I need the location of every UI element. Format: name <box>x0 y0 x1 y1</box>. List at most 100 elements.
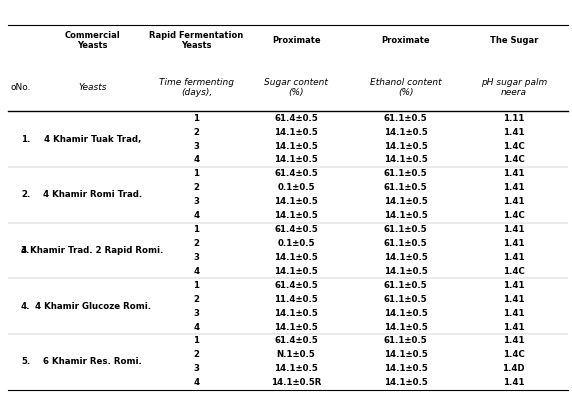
Text: 14.1±0.5: 14.1±0.5 <box>274 253 318 262</box>
Text: 4 Khamir Trad. 2 Rapid Romi.: 4 Khamir Trad. 2 Rapid Romi. <box>22 246 164 255</box>
Text: 1.41: 1.41 <box>503 281 525 290</box>
Text: 1.41: 1.41 <box>503 253 525 262</box>
Text: Rapid Fermentation
Yeasts: Rapid Fermentation Yeasts <box>149 31 244 50</box>
Text: 14.1±0.5: 14.1±0.5 <box>384 128 427 137</box>
Text: 2: 2 <box>193 350 200 359</box>
Text: 1.41: 1.41 <box>503 378 525 387</box>
Text: 1: 1 <box>193 337 200 346</box>
Text: 4: 4 <box>193 211 200 220</box>
Text: 14.1±0.5: 14.1±0.5 <box>384 323 427 331</box>
Text: 4: 4 <box>193 323 200 331</box>
Text: 1.41: 1.41 <box>503 197 525 206</box>
Text: 14.1±0.5R: 14.1±0.5R <box>271 378 321 387</box>
Text: 1.4C: 1.4C <box>503 141 525 150</box>
Text: 1: 1 <box>193 114 200 123</box>
Text: pH sugar palm
neera: pH sugar palm neera <box>480 78 547 98</box>
Text: 14.1±0.5: 14.1±0.5 <box>384 211 427 220</box>
Text: 4 Khamir Glucoze Romi.: 4 Khamir Glucoze Romi. <box>35 302 151 310</box>
Text: 61.1±0.5: 61.1±0.5 <box>384 114 427 123</box>
Text: 1.11: 1.11 <box>503 114 525 123</box>
Text: 3: 3 <box>193 364 200 373</box>
Text: 3: 3 <box>193 141 200 150</box>
Text: 14.1±0.5: 14.1±0.5 <box>274 211 318 220</box>
Text: 2: 2 <box>193 295 200 304</box>
Text: Proximate: Proximate <box>382 36 430 45</box>
Text: 1.4C: 1.4C <box>503 156 525 164</box>
Text: 1.41: 1.41 <box>503 169 525 179</box>
Text: 14.1±0.5: 14.1±0.5 <box>274 308 318 318</box>
Text: 2.: 2. <box>21 190 30 199</box>
Text: 1.4D: 1.4D <box>502 364 525 373</box>
Text: 1.41: 1.41 <box>503 308 525 318</box>
Text: 61.1±0.5: 61.1±0.5 <box>384 183 427 192</box>
Text: 2: 2 <box>193 128 200 137</box>
Text: 3: 3 <box>193 197 200 206</box>
Text: 1.: 1. <box>21 135 30 143</box>
Text: Proximate: Proximate <box>272 36 320 45</box>
Text: 61.4±0.5: 61.4±0.5 <box>274 337 318 346</box>
Text: 4: 4 <box>193 267 200 276</box>
Text: 14.1±0.5: 14.1±0.5 <box>384 267 427 276</box>
Text: 14.1±0.5: 14.1±0.5 <box>274 267 318 276</box>
Text: 14.1±0.5: 14.1±0.5 <box>274 364 318 373</box>
Text: 3: 3 <box>193 308 200 318</box>
Text: 4 Khamir Tuak Trad,: 4 Khamir Tuak Trad, <box>44 135 141 143</box>
Text: 0.1±0.5: 0.1±0.5 <box>277 183 315 192</box>
Text: 61.1±0.5: 61.1±0.5 <box>384 337 427 346</box>
Text: 2: 2 <box>193 183 200 192</box>
Text: Sugar content
(%): Sugar content (%) <box>264 78 328 98</box>
Text: 6 Khamir Res. Romi.: 6 Khamir Res. Romi. <box>43 357 142 366</box>
Text: 14.1±0.5: 14.1±0.5 <box>384 141 427 150</box>
Text: Time fermenting
(days),: Time fermenting (days), <box>159 78 234 98</box>
Text: 1.4C: 1.4C <box>503 211 525 220</box>
Text: 3: 3 <box>193 253 200 262</box>
Text: 61.4±0.5: 61.4±0.5 <box>274 169 318 179</box>
Text: 1.41: 1.41 <box>503 295 525 304</box>
Text: 61.4±0.5: 61.4±0.5 <box>274 281 318 290</box>
Text: 14.1±0.5: 14.1±0.5 <box>274 323 318 331</box>
Text: 14.1±0.5: 14.1±0.5 <box>384 253 427 262</box>
Text: 14.1±0.5: 14.1±0.5 <box>384 364 427 373</box>
Text: 61.1±0.5: 61.1±0.5 <box>384 169 427 179</box>
Text: 1: 1 <box>193 225 200 234</box>
Text: 61.4±0.5: 61.4±0.5 <box>274 114 318 123</box>
Text: 0.1±0.5: 0.1±0.5 <box>277 239 315 248</box>
Text: 14.1±0.5: 14.1±0.5 <box>384 156 427 164</box>
Text: 5.: 5. <box>21 357 30 366</box>
Text: 14.1±0.5: 14.1±0.5 <box>274 141 318 150</box>
Text: 1.4C: 1.4C <box>503 350 525 359</box>
Text: 61.1±0.5: 61.1±0.5 <box>384 225 427 234</box>
Text: 4.: 4. <box>21 302 30 310</box>
Text: 1.41: 1.41 <box>503 323 525 331</box>
Text: 61.1±0.5: 61.1±0.5 <box>384 295 427 304</box>
Text: 1.41: 1.41 <box>503 225 525 234</box>
Text: 1.41: 1.41 <box>503 128 525 137</box>
Text: 14.1±0.5: 14.1±0.5 <box>384 378 427 387</box>
Text: 61.1±0.5: 61.1±0.5 <box>384 281 427 290</box>
Text: 3.: 3. <box>21 246 30 255</box>
Text: 14.1±0.5: 14.1±0.5 <box>384 197 427 206</box>
Text: 1.41: 1.41 <box>503 337 525 346</box>
Text: 2: 2 <box>193 239 200 248</box>
Text: 1.41: 1.41 <box>503 239 525 248</box>
Text: The Sugar: The Sugar <box>490 36 538 45</box>
Text: 14.1±0.5: 14.1±0.5 <box>274 197 318 206</box>
Text: 14.1±0.5: 14.1±0.5 <box>384 350 427 359</box>
Text: 4 Khamir Romi Trad.: 4 Khamir Romi Trad. <box>43 190 142 199</box>
Text: 14.1±0.5: 14.1±0.5 <box>384 308 427 318</box>
Text: 4: 4 <box>193 378 200 387</box>
Text: 14.1±0.5: 14.1±0.5 <box>274 156 318 164</box>
Text: N.1±0.5: N.1±0.5 <box>277 350 316 359</box>
Text: 4: 4 <box>193 156 200 164</box>
Text: oNo.: oNo. <box>10 83 31 92</box>
Text: 1.4C: 1.4C <box>503 267 525 276</box>
Text: 1: 1 <box>193 169 200 179</box>
Text: 61.1±0.5: 61.1±0.5 <box>384 239 427 248</box>
Text: 14.1±0.5: 14.1±0.5 <box>274 128 318 137</box>
Text: Commercial
Yeasts: Commercial Yeasts <box>65 31 121 50</box>
Text: 11.4±0.5: 11.4±0.5 <box>274 295 318 304</box>
Text: 61.4±0.5: 61.4±0.5 <box>274 225 318 234</box>
Text: Ethanol content
(%): Ethanol content (%) <box>370 78 442 98</box>
Text: Yeasts: Yeasts <box>78 83 107 92</box>
Text: 1: 1 <box>193 281 200 290</box>
